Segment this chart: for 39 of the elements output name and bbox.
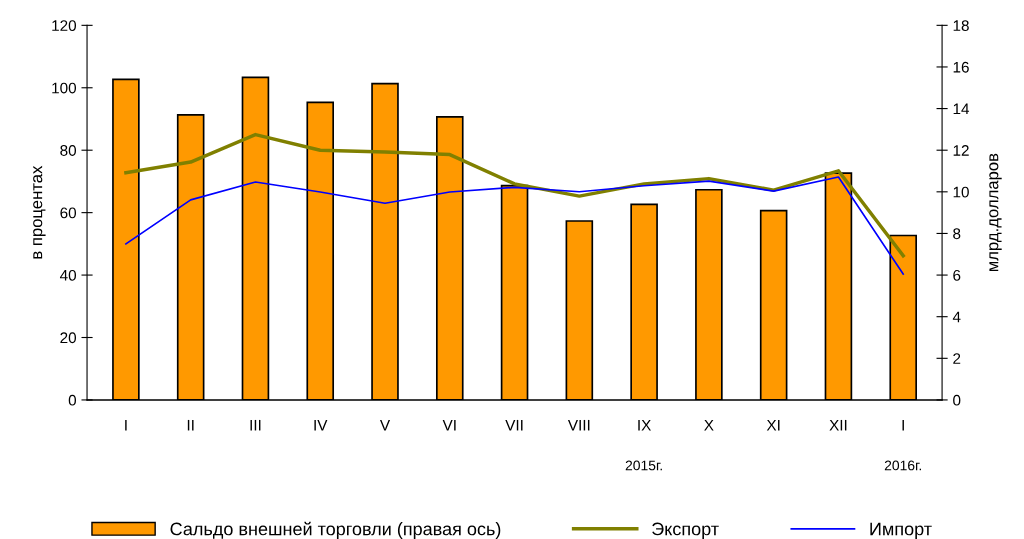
x-tick-label: VII bbox=[505, 419, 523, 431]
x-tick-label: VI bbox=[442, 419, 456, 431]
y2-tick-label: 8 bbox=[953, 228, 961, 240]
x-tick-label: VIII bbox=[567, 419, 590, 431]
y-axis-title: в процентах bbox=[33, 165, 46, 259]
legend-label: Экспорт bbox=[652, 522, 719, 539]
y2-tick-label: 16 bbox=[953, 61, 969, 73]
text: 2015г. bbox=[625, 460, 662, 471]
y2-tick-label: 10 bbox=[953, 186, 969, 198]
x-tick-label: V bbox=[379, 419, 391, 431]
y-tick-label: 0 bbox=[68, 394, 77, 406]
y-tick-label: 40 bbox=[59, 269, 77, 281]
y-tick-label: 80 bbox=[60, 145, 77, 156]
x-tick-label: III bbox=[250, 419, 261, 431]
legend-label: Сальдо внешней торговли (правая ось) bbox=[170, 521, 501, 539]
x-tick-label: XI bbox=[766, 419, 780, 431]
y2-tick-label: 0 bbox=[953, 394, 961, 406]
y-tick-label: 60 bbox=[60, 207, 77, 219]
y2-tick-label: 2 bbox=[953, 353, 961, 364]
y2-tick-label: 4 bbox=[952, 311, 961, 323]
y2-axis-title: млрд.долларов bbox=[989, 153, 1002, 272]
text: 2016г. bbox=[884, 460, 922, 471]
x-tick-label: IV bbox=[314, 419, 328, 431]
legend-label: Импорт bbox=[870, 522, 932, 539]
y2-tick-label: 6 bbox=[953, 269, 961, 281]
x-tick-label: IX bbox=[638, 419, 652, 431]
x-tick-label: I bbox=[125, 419, 127, 431]
y2-tick-label: 12 bbox=[953, 145, 969, 156]
line-series bbox=[125, 176, 905, 275]
line-series bbox=[124, 132, 905, 258]
x-tick-label: I bbox=[902, 419, 904, 431]
x-tick-label: II bbox=[187, 419, 194, 431]
x-tick-label: XII bbox=[829, 419, 847, 431]
y-tick-label: 120 bbox=[52, 20, 77, 32]
x-tick-label: X bbox=[704, 419, 714, 431]
y2-tick-label: 18 bbox=[953, 20, 969, 32]
y-tick-label: 20 bbox=[60, 332, 77, 344]
y-tick-label: 100 bbox=[52, 82, 77, 94]
y2-tick-label: 14 bbox=[953, 103, 970, 115]
